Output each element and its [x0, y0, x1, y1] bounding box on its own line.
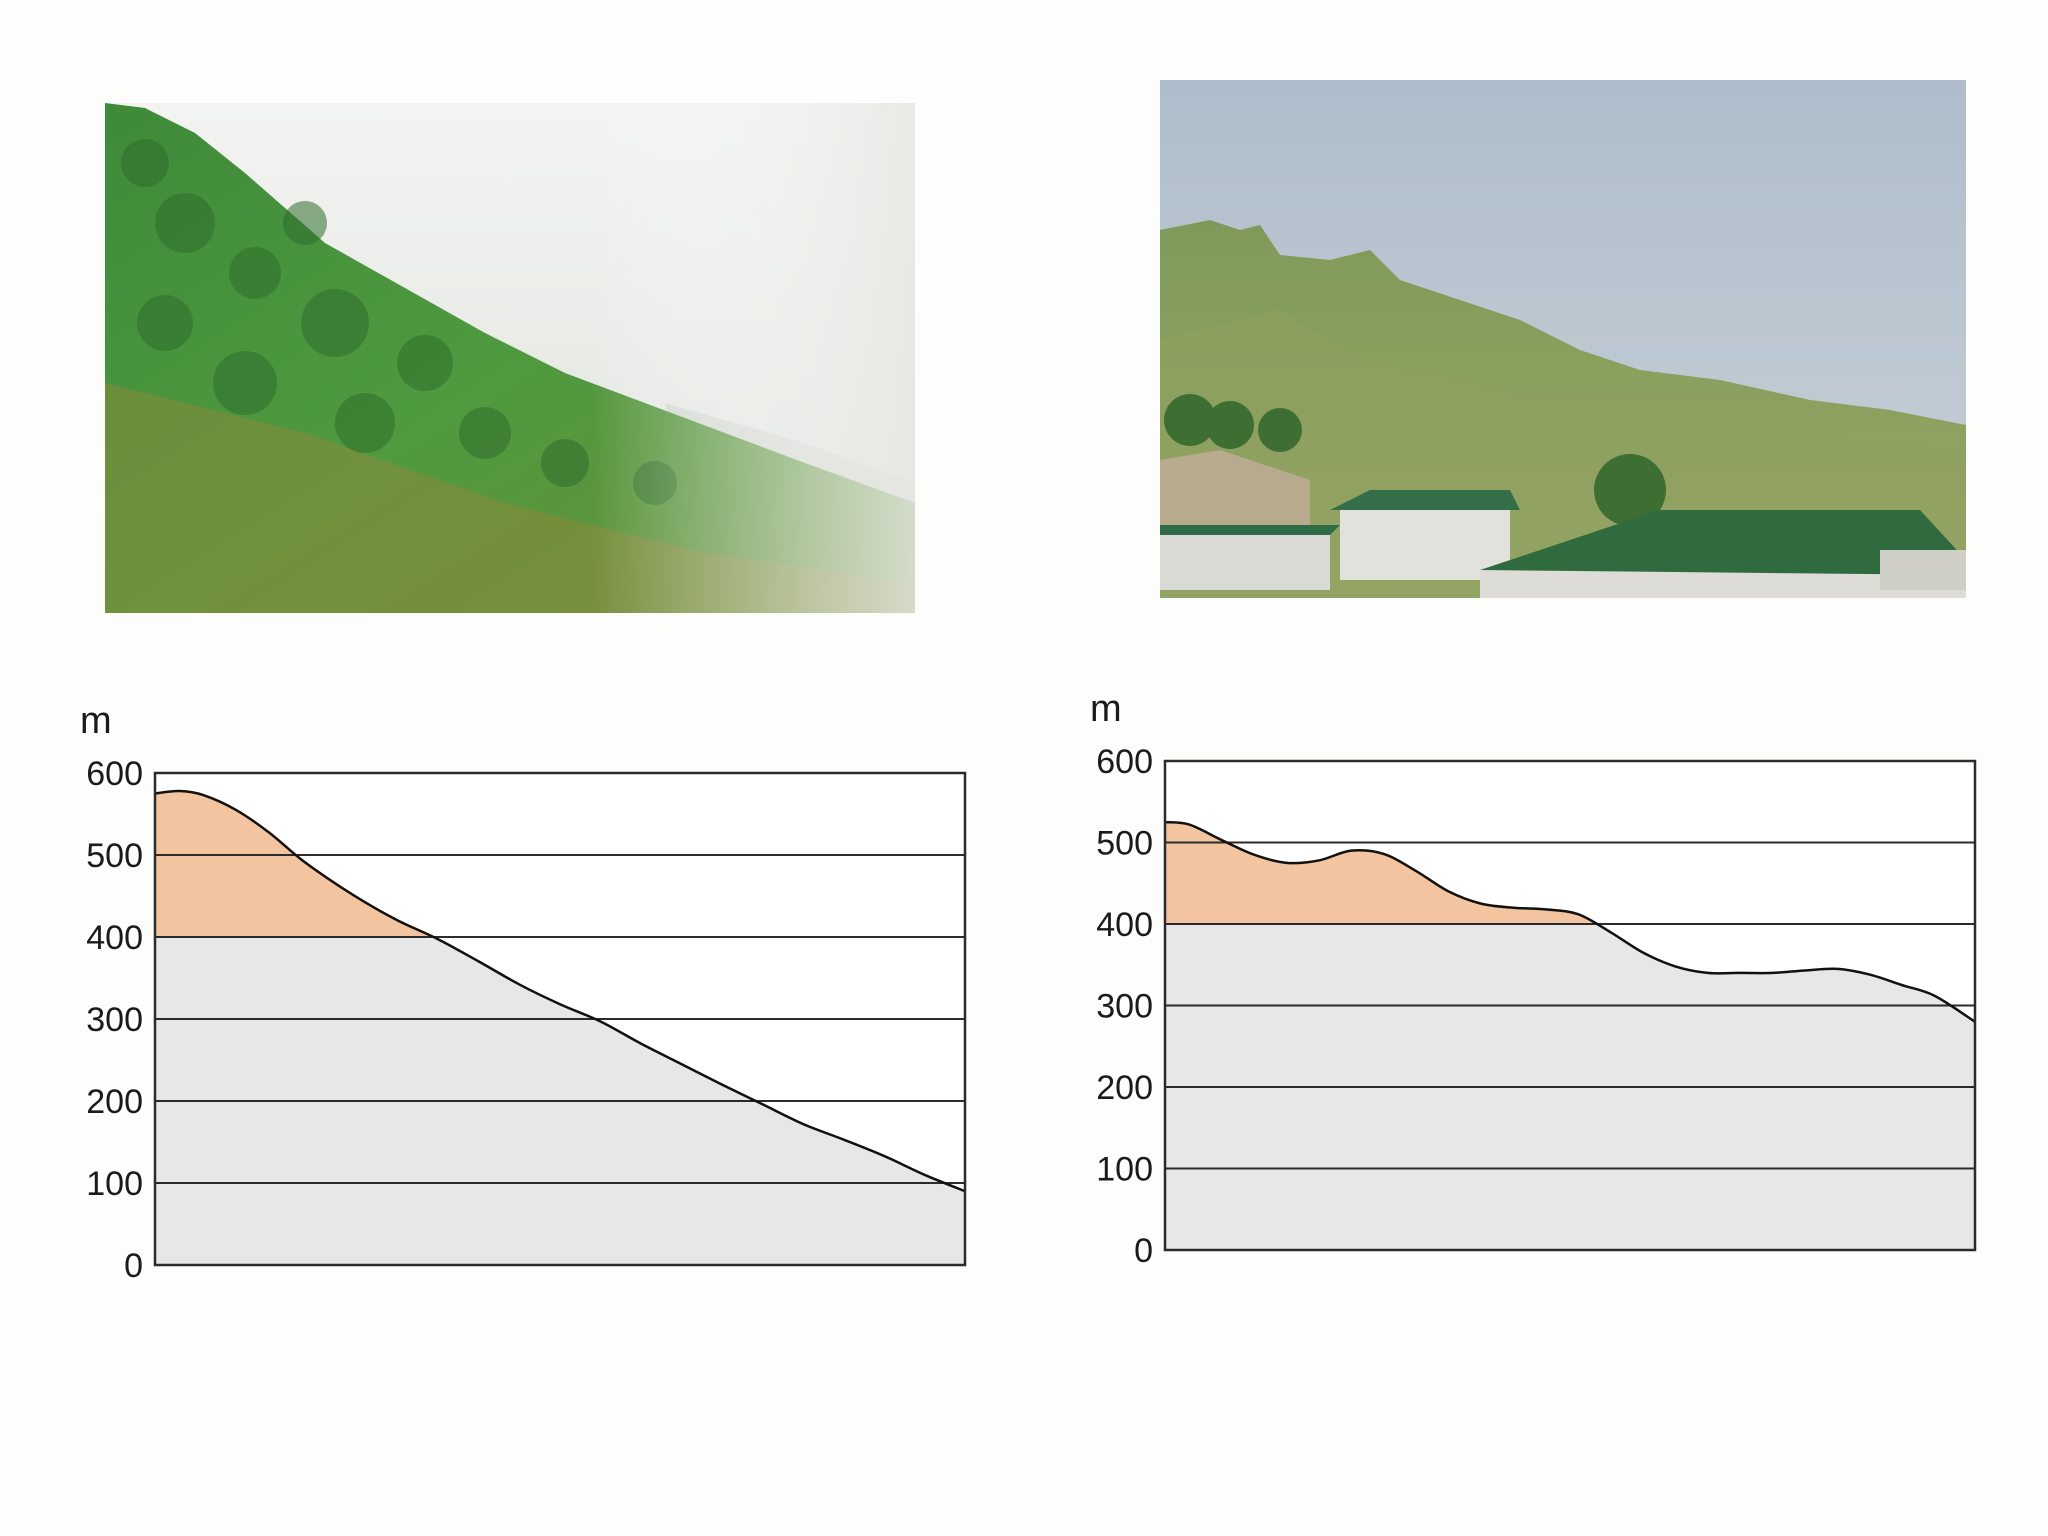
- left-chart-tick-label-400: 400: [86, 919, 143, 957]
- left-chart-tick-label-500: 500: [86, 837, 143, 875]
- right-elevation-svg: 0 100 200 300 400 500 600 m: [1090, 688, 1977, 1268]
- left-chart-unit-label: m: [80, 700, 112, 742]
- right-chart-profile-line: [1164, 820, 1976, 1023]
- right-chart-tick-label-200: 200: [1096, 1069, 1153, 1107]
- left-elevation-svg: 0 100 200 300 400 500 600 m: [80, 700, 967, 1280]
- right-chart-tick-label-400: 400: [1096, 906, 1153, 944]
- left-chart-tick-label-300: 300: [86, 1001, 143, 1039]
- right-chart-tick-label-300: 300: [1096, 988, 1153, 1026]
- left-chart-above-profile: [155, 773, 965, 1192]
- left-chart-tick-label-600: 600: [86, 755, 143, 793]
- right-chart-tick-label-100: 100: [1096, 1151, 1153, 1189]
- left-chart-tick-label-200: 200: [86, 1083, 143, 1121]
- left-chart-upper-band: [155, 791, 434, 937]
- right-chart-unit-label: m: [1090, 688, 1122, 730]
- right-chart-above-profile: [1165, 761, 1975, 1022]
- left-chart-tick-label-0: 0: [124, 1247, 143, 1280]
- hillside-buildings-image: [1160, 80, 1966, 598]
- hillside-with-buildings-photo: [1160, 80, 1966, 598]
- right-chart-tick-label-500: 500: [1096, 825, 1153, 863]
- left-chart-plot-border: [153, 771, 967, 1267]
- forested-hillside-photo: [105, 103, 915, 613]
- right-chart-tick-label-0: 0: [1134, 1232, 1153, 1268]
- forested-hillside-image: [105, 103, 915, 613]
- left-chart-tick-label-100: 100: [86, 1165, 143, 1203]
- left-chart-profile-line: [154, 789, 966, 1193]
- right-chart-tick-label-600: 600: [1096, 743, 1153, 781]
- right-elevation-chart: 0 100 200 300 400 500 600 m: [1040, 668, 1990, 1268]
- right-chart-upper-band: [1165, 822, 1598, 924]
- left-elevation-chart: 0 100 200 300 400 500 600 m: [40, 680, 980, 1280]
- right-chart-plot-border: [1163, 759, 1977, 1252]
